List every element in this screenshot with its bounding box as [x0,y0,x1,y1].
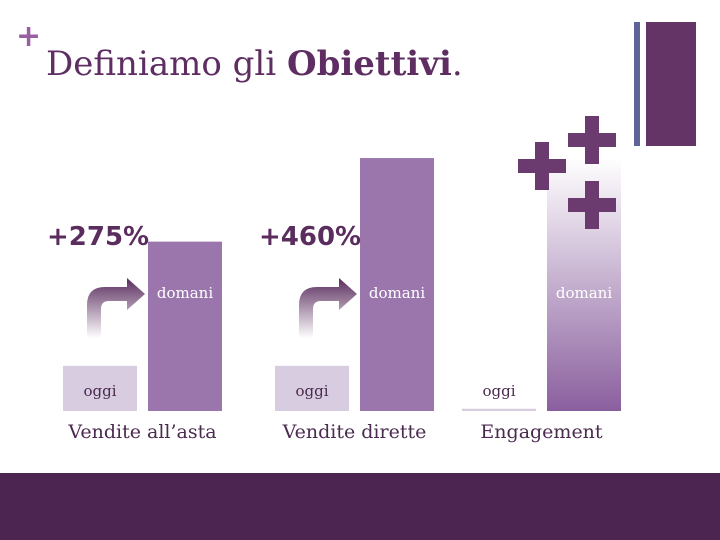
plus-vbar [585,181,599,229]
bar-chart: oggi domani Vendite all’asta +275% oggi doman… [47,116,621,443]
plus-vbar [585,116,599,164]
bar-label-domani: domani [157,284,213,302]
growth-arrow-icon [87,278,145,338]
growth-arrow-icon [299,278,357,338]
title-prefix: Definiamo gli [46,44,287,84]
bar-oggi [462,408,536,411]
plus-decoration [518,116,616,229]
title-bold: Obiettivi [286,44,452,84]
corner-thin-bar [634,22,640,146]
bar-oggi [63,365,137,411]
bar-label-oggi: oggi [295,382,328,400]
growth-label: +460% [259,222,361,252]
growth-label: +275% [47,222,149,252]
bar-oggi [275,365,349,411]
category-label: Engagement [480,421,603,443]
page-title: Definiamo gli Obiettivi. [46,44,463,84]
bar-domani [360,158,434,411]
title-suffix: . [451,44,463,84]
slide-plus-icon: + [16,19,42,54]
bar-domani [148,241,222,411]
bar-label-domani: domani [556,284,612,302]
arrows-layer [87,278,357,338]
footer-band [0,473,720,540]
category-label: Vendite dirette [282,421,427,443]
bar-label-oggi: oggi [83,382,116,400]
bar-label-oggi: oggi [482,382,515,400]
corner-block [646,22,696,146]
category-label: Vendite all’asta [67,421,216,443]
plus-vbar [535,142,549,190]
bar-label-domani: domani [369,284,425,302]
labels-layer: oggi domani Vendite all’asta +275% oggi doman… [47,222,612,443]
